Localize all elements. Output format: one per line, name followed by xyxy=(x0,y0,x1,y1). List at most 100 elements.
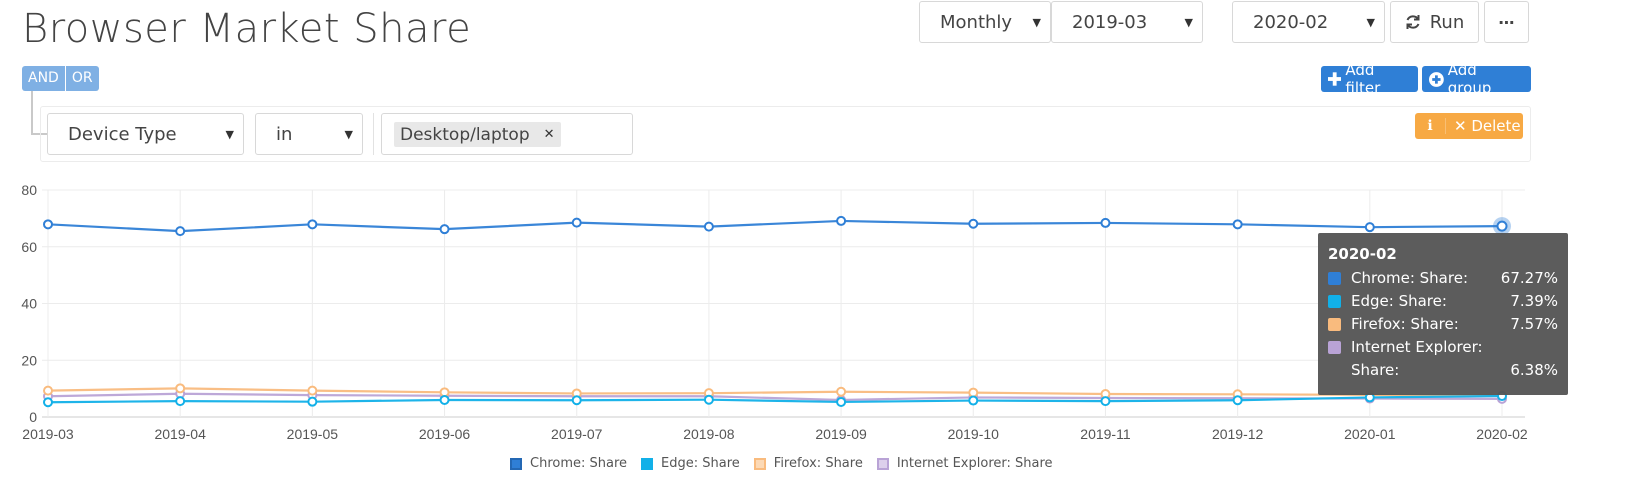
legend-item-firefox[interactable]: Firefox: Share xyxy=(753,456,863,471)
legend-item-ie[interactable]: Internet Explorer: Share xyxy=(876,456,1053,471)
tooltip-label: Internet Explorer: Share: xyxy=(1351,338,1483,379)
to-date-select[interactable]: 2020-02 ▼ xyxy=(1232,1,1385,43)
plus-icon xyxy=(1328,72,1342,86)
legend-item-chrome[interactable]: Chrome: Share xyxy=(510,456,627,471)
delete-button[interactable]: ✕ Delete xyxy=(1454,117,1521,135)
series-line-firefox xyxy=(47,387,1503,397)
y-tick-label: 20 xyxy=(21,352,37,368)
legend-item-edge[interactable]: Edge: Share xyxy=(641,456,740,471)
data-point-firefox xyxy=(439,387,450,398)
data-point-firefox xyxy=(703,388,714,399)
y-tick-label: 0 xyxy=(29,409,37,425)
legend-label: Internet Explorer: Share xyxy=(896,456,1053,471)
tooltip-swatch xyxy=(1328,341,1341,354)
tooltip-label: Chrome: Share: xyxy=(1351,269,1468,287)
series-line-chrome xyxy=(47,219,1503,233)
chart-tooltip: 2020-02 Chrome: Share: 67.27% Edge: Share:… xyxy=(1318,233,1568,395)
chevron-down-icon: ▼ xyxy=(225,128,234,141)
data-point-firefox xyxy=(836,386,847,397)
tooltip-value: 7.39% xyxy=(1510,292,1558,310)
and-or-toggle: AND OR xyxy=(22,66,99,91)
data-point-edge xyxy=(1232,395,1243,406)
legend-label: Chrome: Share xyxy=(530,456,628,471)
value-tag: Desktop/laptop ✕ xyxy=(394,122,561,147)
and-or-divider xyxy=(64,66,66,91)
x-tick-label: 2020-02 xyxy=(1476,426,1528,442)
tooltip-row: Internet Explorer: Share: 6.38% xyxy=(1328,336,1558,382)
data-point-firefox xyxy=(1232,389,1243,400)
data-point-firefox xyxy=(571,388,582,399)
y-tick-label: 60 xyxy=(21,239,37,255)
or-button[interactable]: OR xyxy=(65,66,99,91)
data-point-chrome xyxy=(968,218,979,229)
data-point-chrome xyxy=(1232,219,1243,230)
data-point-firefox xyxy=(43,385,53,396)
data-point-ie xyxy=(307,390,318,401)
y-tick-label: 80 xyxy=(21,182,37,198)
data-point-chrome xyxy=(1364,222,1375,233)
data-point-chrome xyxy=(836,215,847,226)
x-tick-label: 2019-10 xyxy=(948,426,1000,442)
series-line-ie xyxy=(47,392,1503,402)
data-point-chrome xyxy=(175,226,186,237)
and-button[interactable]: AND xyxy=(22,66,65,91)
data-point-edge xyxy=(43,397,53,408)
operator-value: in xyxy=(276,123,293,145)
data-point-firefox xyxy=(175,383,186,394)
data-point-chrome xyxy=(571,217,582,228)
tooltip-label: Firefox: Share: xyxy=(1351,315,1459,333)
data-point-ie xyxy=(439,390,450,401)
x-tick-label: 2019-05 xyxy=(287,426,339,442)
value-tag-label: Desktop/laptop xyxy=(400,124,530,145)
data-point-edge xyxy=(968,395,979,406)
data-point-ie xyxy=(968,392,979,403)
data-point-ie xyxy=(1232,393,1243,404)
tooltip-swatch xyxy=(1328,272,1341,285)
tooltip-swatch xyxy=(1328,295,1341,308)
legend-label: Edge: Share xyxy=(661,456,740,471)
rule-divider xyxy=(373,113,374,155)
x-tick-label: 2020-01 xyxy=(1344,426,1396,442)
more-options-button[interactable]: ⋯ xyxy=(1484,1,1529,43)
info-icon[interactable]: ℹ xyxy=(1415,118,1446,134)
field-select[interactable]: Device Type ▼ xyxy=(47,113,244,155)
data-point-edge xyxy=(439,394,450,405)
refresh-icon xyxy=(1406,15,1420,29)
chevron-down-icon: ▼ xyxy=(344,128,353,141)
tooltip-value: 67.27% xyxy=(1500,269,1558,287)
interval-value: Monthly xyxy=(940,11,1013,33)
data-point-ie xyxy=(1100,392,1111,403)
x-tick-label: 2019-03 xyxy=(22,426,74,442)
data-point-chrome xyxy=(307,219,318,230)
to-date-value: 2020-02 xyxy=(1253,11,1329,33)
x-tick-label: 2019-12 xyxy=(1212,426,1264,442)
remove-tag-icon[interactable]: ✕ xyxy=(543,127,555,142)
data-point-edge xyxy=(836,396,847,407)
rule-actions: ℹ ✕ Delete xyxy=(1415,113,1523,139)
data-point-chrome xyxy=(1497,221,1507,232)
chevron-down-icon: ▼ xyxy=(1184,16,1193,29)
data-point-chrome xyxy=(439,224,450,235)
data-point-ie xyxy=(1364,393,1375,404)
data-point-ie xyxy=(571,391,582,402)
data-point-chrome xyxy=(1100,217,1111,228)
add-group-button[interactable]: Add group xyxy=(1422,61,1531,97)
add-filter-button[interactable]: Add filter xyxy=(1321,61,1418,97)
value-tag-input[interactable]: Desktop/laptop ✕ xyxy=(381,113,633,155)
tooltip-row: Chrome: Share: 67.27% xyxy=(1328,267,1558,290)
tooltip-row: Firefox: Share: 7.57% xyxy=(1328,313,1558,336)
x-tick-label: 2019-06 xyxy=(419,426,471,442)
data-point-edge xyxy=(307,396,318,407)
data-point-firefox xyxy=(968,387,979,398)
x-tick-label: 2019-08 xyxy=(683,426,735,442)
data-point-ie xyxy=(175,388,186,399)
field-value: Device Type xyxy=(68,123,177,145)
run-button[interactable]: Run xyxy=(1390,1,1479,43)
from-date-select[interactable]: 2019-03 ▼ xyxy=(1051,1,1203,43)
page-title: Browser Market Share xyxy=(22,6,472,52)
data-point-edge xyxy=(703,394,714,405)
interval-select[interactable]: Monthly ▼ xyxy=(919,1,1051,43)
operator-select[interactable]: in ▼ xyxy=(255,113,363,155)
series-line-edge xyxy=(47,394,1503,404)
data-point-edge xyxy=(1100,396,1111,407)
